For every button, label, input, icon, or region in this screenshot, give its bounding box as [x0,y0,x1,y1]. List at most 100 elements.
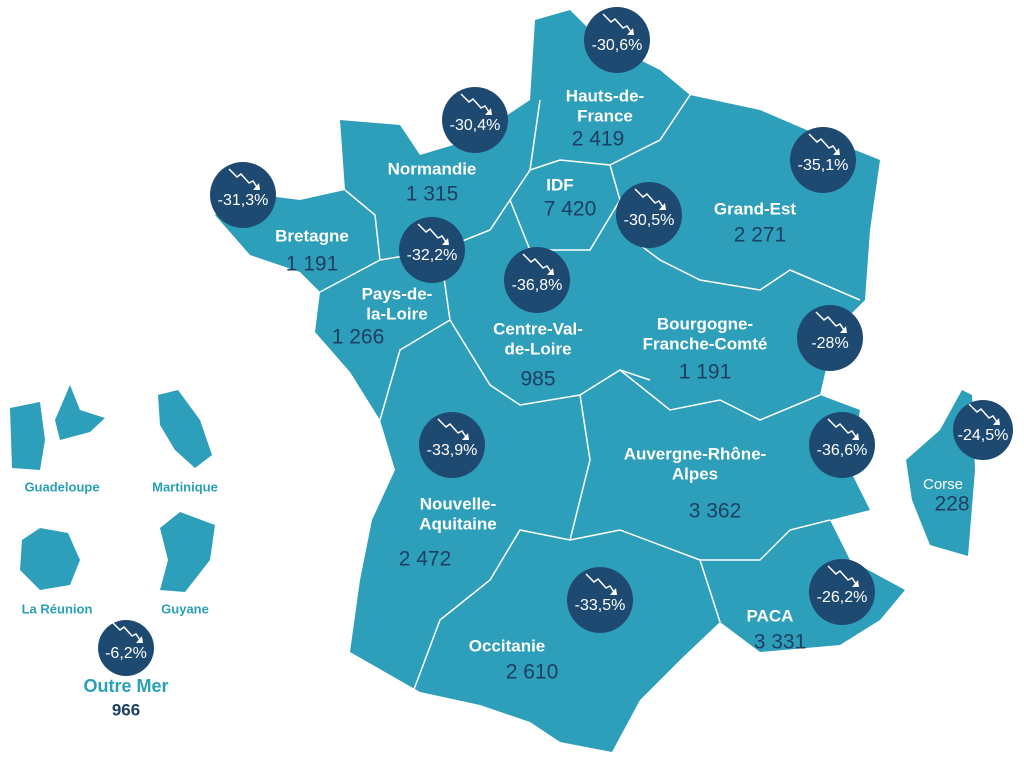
region-value: 2 419 [572,128,625,151]
badge-circle [797,305,863,371]
region-value: 1 266 [332,326,385,349]
change-badge: -36,8% [504,247,570,313]
region-value: 1 191 [286,253,339,276]
outre-mer-value: 966 [112,700,140,719]
change-label: -31,3% [218,192,269,209]
trend-icon [417,223,447,243]
change-label: -30,5% [624,212,675,229]
region-value: 3 362 [689,500,742,523]
badge-circle [210,162,276,228]
region-name: Hauts-de- [566,86,644,105]
change-badge: -32,2% [399,217,465,283]
change-badge: -31,3% [210,162,276,228]
trend-arrow [627,28,634,35]
change-badge: -30,4% [442,87,508,153]
badge-circle [616,182,682,248]
change-badge: -36,6% [809,412,875,478]
badge-circle [567,567,633,633]
trend-icon [968,403,998,423]
region-name: Bretagne [275,226,349,245]
trend-icon [460,93,490,113]
outre-mer-title: Outre Mer [83,676,168,696]
change-label: -30,4% [450,117,501,134]
region-value: 985 [520,368,555,391]
region-value: 2 271 [734,224,787,247]
territory-name: Guadeloupe [24,479,99,494]
badge-circle [953,400,1013,460]
region-value: 2 472 [399,548,452,571]
trend-icon [808,133,838,153]
trend-arrow [852,433,859,440]
change-badge: -33,5% [567,567,633,633]
region-name: Franche-Comté [643,334,768,353]
trend-arrow [253,183,260,190]
region-name: Alpes [672,464,718,483]
region-name: Occitanie [469,636,546,655]
trend-arrow [659,203,666,210]
region-name: Grand-Est [714,199,797,218]
trend-icon [827,418,857,438]
region-name: Nouvelle- [420,494,497,513]
change-badge: -30,5% [616,182,682,248]
change-badge: -28% [797,305,863,371]
change-badge: -30,6% [584,7,650,73]
trend-icon [228,168,258,188]
trend-arrow [442,238,449,245]
badge-circle [790,127,856,193]
change-label: -28% [811,335,848,352]
region-name: Auvergne-Rhône- [624,444,767,463]
badge-circle [419,412,485,478]
region-name: Normandie [388,159,477,178]
badge-circle [584,7,650,73]
region-name: France [577,106,633,125]
region-value: 1 191 [679,361,732,384]
trend-icon [111,621,141,641]
badge-circle [399,217,465,283]
trend-arrow [136,636,143,643]
badge-circle [98,620,154,676]
region-value: 2 610 [506,661,559,684]
territory-name: Martinique [152,479,218,494]
change-label: -24,5% [958,427,1009,444]
trend-icon [585,573,615,593]
region-name: Bourgogne- [657,314,753,333]
badge-circle [442,87,508,153]
region-value: 7 420 [544,198,597,221]
region-value: 3 331 [754,631,807,654]
trend-icon [634,188,664,208]
region-name: Pays-de- [362,284,433,303]
trend-arrow [852,580,859,587]
region-name: Corse [923,476,963,493]
trend-arrow [840,326,847,333]
change-label: -36,6% [817,442,868,459]
badge-circle [809,412,875,478]
change-badge: -26,2% [809,559,875,625]
territory-name: La Réunion [22,601,93,616]
change-label: -32,2% [407,247,458,264]
trend-icon [437,418,467,438]
region-name: la-Loire [366,304,427,323]
region-name: Aquitaine [419,514,496,533]
trend-arrow [610,588,617,595]
change-badge: -35,1% [790,127,856,193]
change-badge: -24,5% [953,400,1013,460]
badge-circle [809,559,875,625]
outre-mer-shapes [10,385,215,592]
change-label: -33,5% [575,597,626,614]
territory-name: Guyane [161,601,209,616]
region-value: 1 315 [406,183,459,206]
change-label: -33,9% [427,442,478,459]
trend-arrow [462,433,469,440]
change-label: -26,2% [817,589,868,606]
change-badge: -6,2% [98,620,154,676]
trend-arrow [993,418,1000,425]
change-label: -6,2% [105,645,147,662]
trend-arrow [547,268,554,275]
region-name: PACA [747,606,794,625]
badge-circle [504,247,570,313]
france-mainland [215,10,905,752]
change-label: -36,8% [512,277,563,294]
region-name: IDF [546,175,573,194]
region-name: Centre-Val- [493,319,583,338]
